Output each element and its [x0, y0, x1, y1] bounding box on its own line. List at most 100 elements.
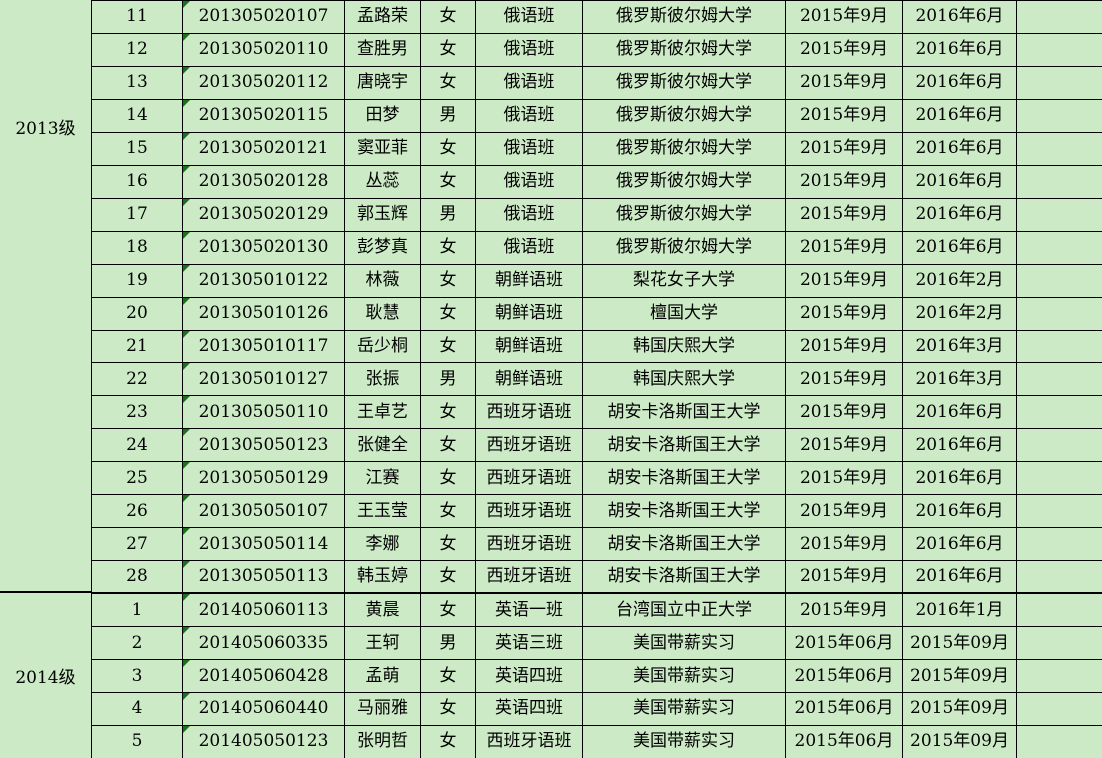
cell-row-number[interactable]: 23 [92, 396, 183, 429]
cell-gender[interactable]: 女 [421, 1, 476, 33]
cell-student-id[interactable]: 201305010127 [183, 363, 345, 396]
cell-student-id[interactable]: 201305050114 [183, 528, 345, 561]
cell-student-name[interactable]: 孟萌 [345, 660, 421, 693]
cell-class[interactable]: 俄语班 [476, 99, 583, 132]
cell-class[interactable]: 朝鲜语班 [476, 297, 583, 330]
cell-university[interactable]: 俄罗斯彼尔姆大学 [583, 66, 786, 99]
cell-gender[interactable]: 女 [421, 297, 476, 330]
cell-row-number[interactable]: 22 [92, 363, 183, 396]
cell-note[interactable] [1017, 67, 1102, 99]
cell-class[interactable]: 英语三班 [476, 627, 583, 660]
cell-note[interactable] [1017, 726, 1102, 758]
cell-class[interactable]: 朝鲜语班 [476, 264, 583, 297]
cell-gender[interactable]: 女 [421, 594, 476, 627]
cell-end-date[interactable]: 2015年09月 [903, 660, 1017, 693]
cell-note[interactable] [1017, 627, 1102, 659]
cell-start-date[interactable]: 2015年9月 [786, 165, 903, 198]
cell-university[interactable]: 俄罗斯彼尔姆大学 [583, 198, 786, 231]
cell-class[interactable]: 西班牙语班 [476, 561, 583, 593]
cell-end-date[interactable]: 2016年6月 [903, 33, 1017, 66]
cell-university[interactable]: 胡安卡洛斯国王大学 [583, 462, 786, 495]
cell-gender[interactable]: 女 [421, 561, 476, 593]
cell-note[interactable] [1017, 298, 1102, 330]
cell-note[interactable] [1017, 462, 1102, 494]
cell-note[interactable] [1017, 232, 1102, 264]
cell-row-number[interactable]: 25 [92, 462, 183, 495]
cell-student-name[interactable]: 丛蕊 [345, 165, 421, 198]
cell-class[interactable]: 俄语班 [476, 165, 583, 198]
cell-row-number[interactable]: 24 [92, 429, 183, 462]
cell-row-number[interactable]: 13 [92, 66, 183, 99]
cell-student-name[interactable]: 窦亚菲 [345, 132, 421, 165]
cell-start-date[interactable]: 2015年9月 [786, 429, 903, 462]
cell-student-id[interactable]: 201305050123 [183, 429, 345, 462]
cell-student-id[interactable]: 201305050129 [183, 462, 345, 495]
cell-gender[interactable]: 女 [421, 660, 476, 693]
cell-university[interactable]: 俄罗斯彼尔姆大学 [583, 132, 786, 165]
cell-end-date[interactable]: 2016年3月 [903, 363, 1017, 396]
cell-student-name[interactable]: 郭玉辉 [345, 198, 421, 231]
cell-gender[interactable]: 女 [421, 264, 476, 297]
cell-row-number[interactable]: 1 [92, 594, 183, 627]
cell-start-date[interactable]: 2015年9月 [786, 297, 903, 330]
cell-note[interactable] [1017, 495, 1102, 527]
cell-end-date[interactable]: 2016年6月 [903, 462, 1017, 495]
cell-class[interactable]: 西班牙语班 [476, 429, 583, 462]
cell-student-id[interactable]: 201305050107 [183, 495, 345, 528]
cell-student-name[interactable]: 孟路荣 [345, 1, 421, 33]
cell-student-name[interactable]: 张健全 [345, 429, 421, 462]
cell-class[interactable]: 西班牙语班 [476, 462, 583, 495]
cell-note[interactable] [1017, 199, 1102, 231]
cell-student-name[interactable]: 王玉莹 [345, 495, 421, 528]
cell-student-id[interactable]: 201405060428 [183, 660, 345, 693]
cell-start-date[interactable]: 2015年9月 [786, 363, 903, 396]
cell-university[interactable]: 胡安卡洛斯国王大学 [583, 396, 786, 429]
cell-gender[interactable]: 女 [421, 66, 476, 99]
cell-gender[interactable]: 女 [421, 495, 476, 528]
cell-class[interactable]: 俄语班 [476, 1, 583, 33]
cell-row-number[interactable]: 4 [92, 693, 183, 725]
cell-student-id[interactable]: 201305020130 [183, 231, 345, 264]
cell-end-date[interactable]: 2016年6月 [903, 132, 1017, 165]
cell-start-date[interactable]: 2015年9月 [786, 561, 903, 593]
cell-start-date[interactable]: 2015年9月 [786, 132, 903, 165]
cell-end-date[interactable]: 2015年09月 [903, 693, 1017, 725]
cell-end-date[interactable]: 2016年2月 [903, 297, 1017, 330]
cell-university[interactable]: 台湾国立中正大学 [583, 594, 786, 627]
cell-student-name[interactable]: 韩玉婷 [345, 561, 421, 593]
cell-end-date[interactable]: 2016年6月 [903, 231, 1017, 264]
cell-class[interactable]: 西班牙语班 [476, 528, 583, 561]
cell-university[interactable]: 胡安卡洛斯国王大学 [583, 561, 786, 593]
cell-note[interactable] [1017, 363, 1102, 395]
cell-student-name[interactable]: 耿慧 [345, 297, 421, 330]
cell-class[interactable]: 英语一班 [476, 594, 583, 627]
cell-university[interactable]: 美国带薪实习 [583, 725, 786, 758]
cell-student-id[interactable]: 201305050113 [183, 561, 345, 593]
cell-row-number[interactable]: 2 [92, 627, 183, 660]
cell-end-date[interactable]: 2016年1月 [903, 594, 1017, 627]
cell-row-number[interactable]: 18 [92, 231, 183, 264]
cell-start-date[interactable]: 2015年9月 [786, 462, 903, 495]
cell-university[interactable]: 韩国庆熙大学 [583, 330, 786, 363]
cell-start-date[interactable]: 2015年9月 [786, 396, 903, 429]
cell-student-id[interactable]: 201405060113 [183, 594, 345, 627]
cell-start-date[interactable]: 2015年06月 [786, 693, 903, 725]
cell-start-date[interactable]: 2015年9月 [786, 1, 903, 33]
cell-student-id[interactable]: 201305010126 [183, 297, 345, 330]
cell-student-id[interactable]: 201405060335 [183, 627, 345, 660]
cell-start-date[interactable]: 2015年9月 [786, 33, 903, 66]
cell-class[interactable]: 西班牙语班 [476, 495, 583, 528]
cell-group-2014[interactable]: 2014级 [0, 593, 91, 758]
cell-student-id[interactable]: 201405060440 [183, 693, 345, 725]
cell-row-number[interactable]: 17 [92, 198, 183, 231]
cell-note[interactable] [1017, 166, 1102, 198]
cell-end-date[interactable]: 2016年6月 [903, 66, 1017, 99]
cell-class[interactable]: 俄语班 [476, 132, 583, 165]
cell-class[interactable]: 俄语班 [476, 231, 583, 264]
cell-student-name[interactable]: 张振 [345, 363, 421, 396]
cell-end-date[interactable]: 2016年6月 [903, 495, 1017, 528]
cell-university[interactable]: 檀国大学 [583, 297, 786, 330]
cell-university[interactable]: 韩国庆熙大学 [583, 363, 786, 396]
cell-start-date[interactable]: 2015年9月 [786, 330, 903, 363]
cell-note[interactable] [1017, 100, 1102, 132]
